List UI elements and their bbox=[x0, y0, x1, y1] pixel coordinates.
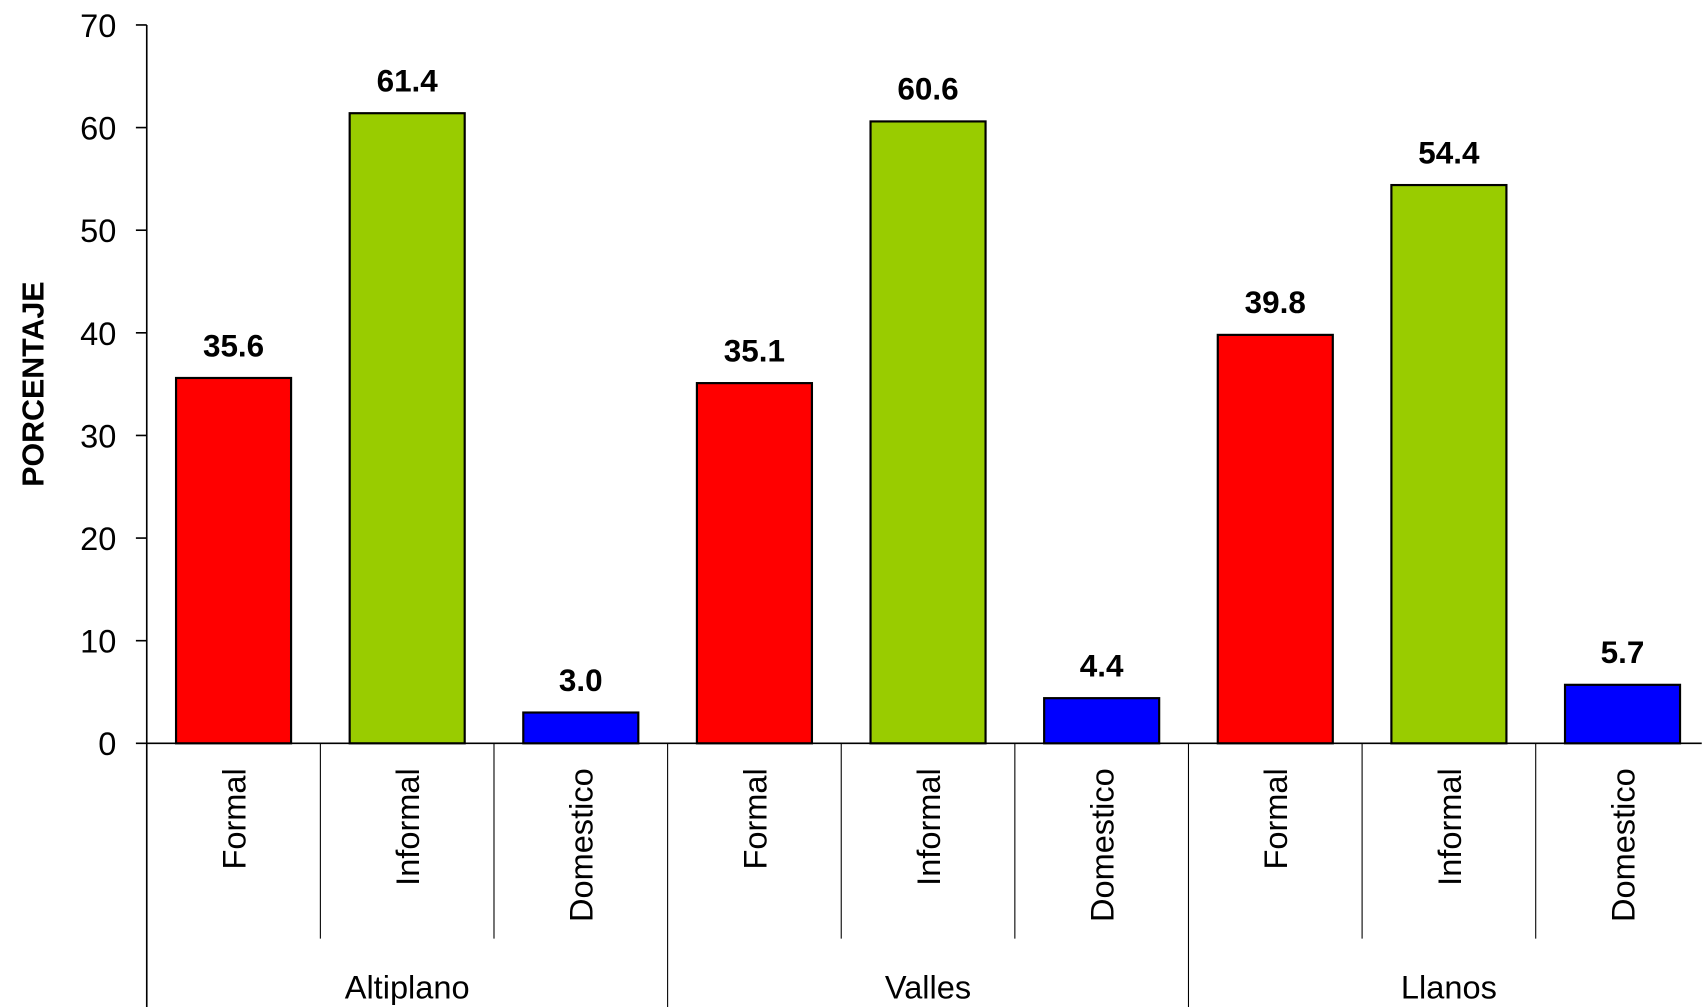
x-tick-label: Informal bbox=[911, 768, 947, 886]
bar bbox=[1216, 333, 1334, 745]
bar bbox=[174, 376, 293, 745]
bar bbox=[695, 382, 814, 745]
value-label: 39.8 bbox=[1245, 285, 1306, 320]
value-label: 3.0 bbox=[559, 663, 603, 698]
group-label: Valles bbox=[885, 969, 971, 1005]
group-label: Llanos bbox=[1401, 969, 1497, 1005]
y-tick-label: 50 bbox=[80, 213, 116, 249]
y-tick-label: 30 bbox=[80, 418, 116, 454]
bar bbox=[522, 711, 640, 745]
group-label: Altiplano bbox=[345, 969, 470, 1005]
x-tick-label: Formal bbox=[737, 768, 773, 869]
bar bbox=[348, 112, 466, 745]
value-label: 35.6 bbox=[203, 328, 264, 363]
bar bbox=[1390, 183, 1508, 745]
y-tick-label: 20 bbox=[80, 521, 116, 557]
value-label: 61.4 bbox=[377, 64, 439, 99]
x-tick-label: Domestico bbox=[564, 768, 600, 922]
bar bbox=[869, 120, 987, 745]
bar bbox=[1563, 683, 1682, 745]
x-tick-label: Formal bbox=[1258, 768, 1294, 869]
value-label: 60.6 bbox=[897, 72, 958, 107]
y-tick-label: 10 bbox=[80, 624, 116, 660]
x-tick-label: Informal bbox=[390, 768, 426, 886]
y-tick-label: 0 bbox=[98, 726, 116, 762]
bar bbox=[1043, 697, 1161, 745]
y-tick-label: 70 bbox=[80, 8, 116, 44]
value-label: 35.1 bbox=[724, 333, 785, 368]
x-tick-label: Domestico bbox=[1085, 768, 1121, 922]
y-tick-label: 60 bbox=[80, 111, 116, 147]
x-tick-label: Informal bbox=[1432, 768, 1468, 886]
y-tick-label: 40 bbox=[80, 316, 116, 352]
value-label: 5.7 bbox=[1601, 635, 1645, 670]
x-tick-label: Formal bbox=[216, 768, 252, 869]
x-tick-label: Domestico bbox=[1605, 768, 1641, 922]
y-axis-label: PORCENTAJE bbox=[17, 281, 51, 486]
value-label: 54.4 bbox=[1418, 135, 1480, 170]
value-label: 4.4 bbox=[1080, 648, 1124, 683]
